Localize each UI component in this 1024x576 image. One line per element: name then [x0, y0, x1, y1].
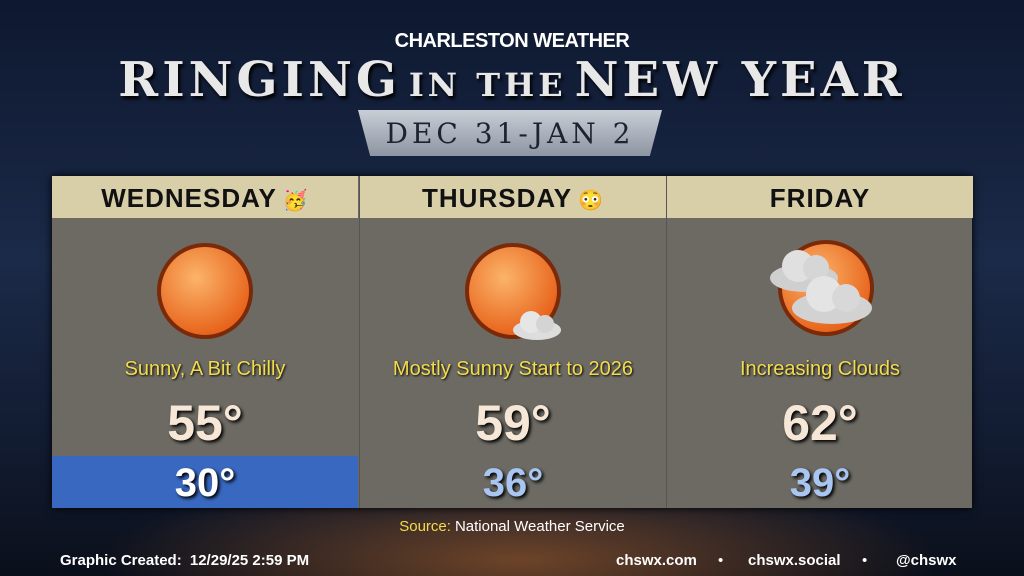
day-emoji: 🥳 [282, 190, 309, 212]
created-label: Graphic Created: [60, 552, 182, 569]
clouds-icon [770, 240, 874, 336]
link: chswx.social [748, 552, 841, 569]
low-temp: 36° [482, 461, 544, 505]
day-name: WEDNESDAY [101, 183, 277, 213]
condition: Sunny, A Bit Chilly [124, 358, 286, 380]
sunny-icon [157, 243, 253, 339]
created-date: 12/29/25 2:59 PM [189, 552, 310, 569]
link: chswx.com [616, 552, 697, 569]
day-header: THURSDAY 😳 [360, 176, 666, 218]
title-part: RINGING [118, 52, 401, 108]
condition: Increasing Clouds [739, 358, 901, 380]
low-temp: 39° [789, 461, 851, 505]
high-temp: 62° [782, 395, 858, 451]
day-column: FRIDAY Increasing Clouds 62° 39° [666, 176, 973, 508]
source: Source: National Weather Service [0, 518, 1024, 535]
forecast-panel: WEDNESDAY 🥳 Sunny, A Bit Chilly 55° 30° T… [52, 176, 973, 508]
low-temp: 30° [52, 456, 358, 508]
cloud [792, 276, 872, 324]
date-range: DEC 31-JAN 2 [358, 110, 662, 156]
day-name: FRIDAY [769, 183, 871, 213]
day-column: WEDNESDAY 🥳 Sunny, A Bit Chilly 55° 30° [52, 176, 358, 508]
link: @chswx [896, 552, 957, 569]
mostly-sunny-icon [465, 243, 561, 340]
day-name: THURSDAY [422, 183, 573, 213]
day-column: THURSDAY 😳 Mostly Sunny Start to 2026 59°… [359, 176, 666, 508]
brand: CHARLESTON WEATHER [394, 30, 630, 52]
sun [161, 247, 249, 335]
title-part: NEW YEAR [574, 52, 906, 108]
source-text: National Weather Service [454, 518, 625, 535]
separator: • [862, 552, 868, 569]
title: RINGING IN THE NEW YEAR [0, 52, 1024, 108]
cloud [513, 311, 561, 340]
high-temp: 55° [167, 395, 243, 451]
created: Graphic Created: 12/29/25 2:59 PM [60, 552, 309, 569]
separator: • [718, 552, 724, 569]
condition: Mostly Sunny Start to 2026 [392, 358, 634, 380]
day-header: WEDNESDAY 🥳 [52, 176, 358, 218]
day-emoji: 😳 [578, 190, 604, 212]
source-label: Source: [399, 518, 451, 535]
title-part: IN THE [408, 66, 567, 104]
day-header: FRIDAY [667, 176, 973, 218]
high-temp: 59° [475, 395, 551, 451]
